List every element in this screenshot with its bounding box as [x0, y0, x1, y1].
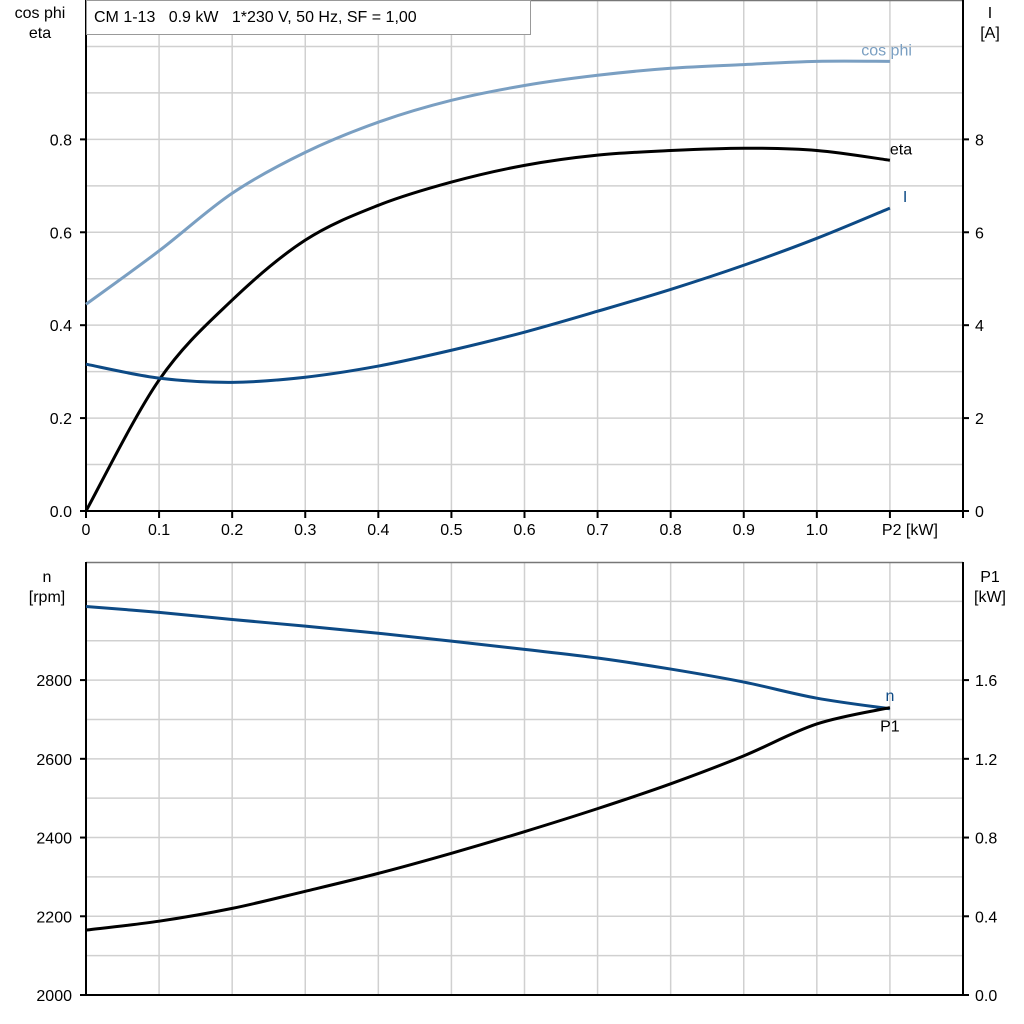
- x-tick-label: 0.1: [148, 522, 170, 539]
- x-tick-label: 0.6: [513, 522, 535, 539]
- x-axis-title: P2 [kW]: [882, 522, 938, 539]
- grid: [86, 0, 963, 511]
- y-right-tick-label: 2: [975, 411, 984, 428]
- y-left-axis-title: [rpm]: [29, 589, 65, 606]
- x-tick-label: 0.9: [733, 522, 755, 539]
- y-left-tick-label: 2400: [36, 831, 72, 848]
- y-left-tick-label: 0.4: [50, 318, 72, 335]
- y-right-tick-label: 0.4: [975, 909, 997, 926]
- series-label: cos phi: [861, 42, 912, 59]
- y-right-tick-label: 1.2: [975, 752, 997, 769]
- series-label: I: [903, 189, 907, 206]
- y-right-axis-title: [kW]: [974, 589, 1006, 606]
- y-left-tick-label: 2200: [36, 909, 72, 926]
- series-label: eta: [890, 141, 912, 158]
- y-left-tick-label: 0.8: [50, 132, 72, 149]
- panel-1: 0.0 0.2 0.4 0.6 0.8 0 2 4 6 8 cos phi eta I [A] 0 0.1 0.…: [15, 0, 1000, 539]
- y-left-tick-label: 0.6: [50, 225, 72, 242]
- title-box-frame: [86, 0, 531, 35]
- y-left-axis-title: eta: [29, 25, 51, 42]
- series-label: P1: [880, 719, 900, 736]
- y-right-tick-label: 0: [975, 504, 984, 521]
- y-right-tick-label: 6: [975, 225, 984, 242]
- chart-title: CM 1-13 0.9 kW 1*230 V, 50 Hz, SF = 1,00: [94, 9, 417, 26]
- series-line-cos-phi: [85, 59, 890, 306]
- y-right-tick-label: 0.8: [975, 831, 997, 848]
- y-left-tick-label: 2800: [36, 673, 72, 690]
- y-right-tick-label: 8: [975, 132, 984, 149]
- y-right-axis-title: P1: [980, 569, 1000, 586]
- series-line-n: [85, 604, 891, 711]
- y-right-tick-label: 4: [975, 318, 984, 335]
- y-left-tick-label: 2000: [36, 988, 72, 1005]
- y-left-axis-title: n: [43, 569, 52, 586]
- x-tick-label: 0.8: [660, 522, 682, 539]
- y-left-tick-label: 0.0: [50, 504, 72, 521]
- y-left-tick-label: 2600: [36, 752, 72, 769]
- y-left-axis-title: cos phi: [15, 5, 66, 22]
- x-tick-label: 0: [82, 522, 91, 539]
- grid: [86, 562, 963, 995]
- y-right-tick-label: 0.0: [975, 988, 997, 1005]
- panel-2: 2000 2200 2400 2600 2800 0.0 0.4 0.8 1.2 1.6 n [rpm…: [29, 561, 1006, 1005]
- x-tick-label: 0.3: [294, 522, 316, 539]
- series-line-i: [85, 206, 891, 384]
- x-tick-label: 1.0: [806, 522, 828, 539]
- y-left-tick-label: 0.2: [50, 411, 72, 428]
- series-label: n: [885, 688, 894, 705]
- x-tick-label: 0.7: [586, 522, 608, 539]
- y-right-tick-label: 1.6: [975, 673, 997, 690]
- x-tick-label: 0.5: [440, 522, 462, 539]
- series-line-p1: [85, 706, 891, 932]
- y-right-axis-title: I: [988, 5, 992, 22]
- x-tick-label: 0.2: [221, 522, 243, 539]
- x-tick-label: 0.4: [367, 522, 389, 539]
- title-box: CM 1-13 0.9 kW 1*230 V, 50 Hz, SF = 1,00: [86, 0, 531, 35]
- y-right-axis-title: [A]: [980, 25, 1000, 42]
- series-line-eta: [84, 146, 891, 512]
